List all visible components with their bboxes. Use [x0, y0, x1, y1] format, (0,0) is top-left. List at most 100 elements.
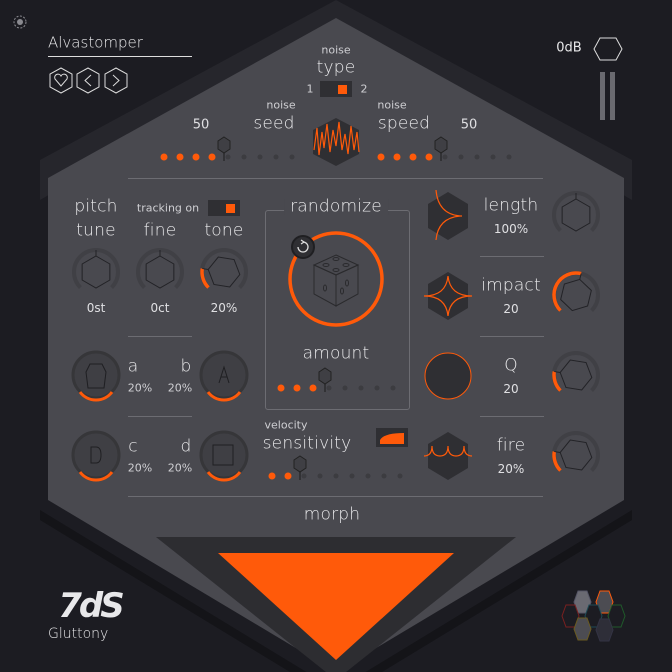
sensitivity-slider[interactable] [268, 455, 403, 480]
slider-dot [474, 154, 480, 160]
sample-a-label: a [127, 356, 139, 377]
morph-label: morph [303, 504, 361, 525]
pitch-label: pitch [74, 196, 118, 217]
fine-knob[interactable] [136, 248, 184, 289]
hex-menu-icon[interactable] [0, 0, 626, 642]
fire-value: 20% [497, 462, 525, 476]
amount-label: amount [302, 343, 370, 364]
randomize-button[interactable] [0, 0, 384, 327]
slider-dot [326, 385, 332, 391]
knobs[interactable] [0, 0, 600, 472]
tone-label: tone [204, 220, 244, 241]
slider-dot [506, 154, 512, 160]
sample-c-label: c [128, 436, 138, 457]
sample-c-value: 20% [127, 461, 153, 475]
length-knob[interactable] [552, 191, 600, 232]
reset-icon[interactable] [291, 235, 315, 259]
noise-type-option-2: 2 [360, 82, 368, 96]
slider-dot [397, 473, 403, 479]
sample-slot-b[interactable] [199, 350, 249, 402]
sample-b-value: 20% [167, 381, 193, 395]
velocity-curve-button[interactable] [376, 428, 408, 447]
sample-slot-a[interactable] [71, 350, 121, 402]
sample-slot-d[interactable] [199, 430, 249, 482]
fire-wave-icon[interactable] [423, 432, 473, 480]
tune-value: 0st [86, 301, 106, 315]
noise-speed-small: noise [377, 98, 407, 112]
impact-star-icon[interactable] [423, 272, 473, 320]
noise-seed-slider[interactable] [160, 136, 295, 161]
noise-seed-label: seed [253, 113, 295, 134]
slider-dot [241, 154, 247, 160]
sample-slot-c[interactable] [71, 430, 121, 482]
slider-dot [442, 154, 448, 160]
fire-label: fire [496, 435, 526, 456]
slider-dot [377, 153, 385, 161]
output-meter [610, 72, 615, 120]
chevron-right-icon[interactable] [104, 67, 128, 94]
heart-icon[interactable] [49, 67, 73, 94]
slider-dot [425, 153, 433, 161]
slider-dot [160, 153, 168, 161]
sample-slots[interactable] [0, 0, 300, 482]
slider-dot [293, 384, 301, 392]
slider-dot [381, 473, 387, 479]
slider-dot [342, 385, 348, 391]
slider-dot [317, 473, 323, 479]
slider-dot [289, 154, 295, 160]
slider-dot [277, 384, 285, 392]
fine-value: 0ct [150, 301, 170, 315]
tune-knob[interactable] [72, 248, 120, 289]
sample-a-value: 20% [127, 381, 153, 395]
noise-seed-small: noise [266, 98, 296, 112]
sliders[interactable] [0, 0, 512, 480]
slider-dot [208, 153, 216, 161]
sensitivity-label: sensitivity [262, 433, 352, 454]
slider-dot [192, 153, 200, 161]
product-name: Gluttony [48, 626, 109, 642]
preset-buttons[interactable] [0, 0, 300, 150]
q-circle-icon[interactable] [424, 352, 472, 400]
chevron-left-icon[interactable] [76, 67, 100, 94]
slider-dot [225, 154, 231, 160]
amount-slider[interactable] [277, 367, 396, 392]
preset-name[interactable]: Alvastomper [48, 33, 143, 52]
tone-knob[interactable] [200, 248, 248, 289]
output-gain-value: 0dB [556, 40, 582, 56]
sample-d-value: 20% [167, 461, 193, 475]
slider-handle[interactable] [217, 136, 231, 154]
noise-speed-label: speed [377, 113, 431, 134]
slider-handle[interactable] [318, 367, 332, 385]
slider-dot [390, 385, 396, 391]
q-label: Q [504, 355, 518, 376]
velocity-small-label: velocity [264, 418, 308, 432]
slider-dot [176, 153, 184, 161]
sample-b-label: b [180, 356, 192, 377]
morph-triangle[interactable] [218, 553, 454, 660]
letter-a-icon [218, 365, 230, 384]
envelope-icons[interactable] [0, 0, 473, 480]
length-label: length [483, 195, 539, 216]
slider-dot [374, 385, 380, 391]
noise-seed-value: 50 [192, 117, 210, 133]
slider-handle[interactable] [293, 455, 307, 473]
slider-dot [409, 153, 417, 161]
tracking-label: tracking on [136, 201, 200, 215]
noise-speed-slider[interactable] [377, 136, 512, 161]
output-gain-knob[interactable] [0, 0, 623, 150]
slider-dot [309, 384, 317, 392]
length-curve-icon[interactable] [428, 189, 468, 241]
slider-handle[interactable] [434, 136, 448, 154]
dice-icon [312, 254, 360, 307]
fire-knob[interactable] [552, 431, 600, 472]
slider-dot [458, 154, 464, 160]
noise-type-toggle[interactable] [320, 81, 352, 97]
slider-dot [268, 472, 276, 480]
noise-waveform-icon [313, 118, 360, 166]
impact-knob[interactable] [552, 271, 600, 312]
tracking-toggle[interactable] [208, 200, 240, 216]
dice-icon [212, 444, 234, 466]
randomize-box [265, 210, 410, 410]
q-knob[interactable] [552, 351, 600, 392]
slider-dot [490, 154, 496, 160]
